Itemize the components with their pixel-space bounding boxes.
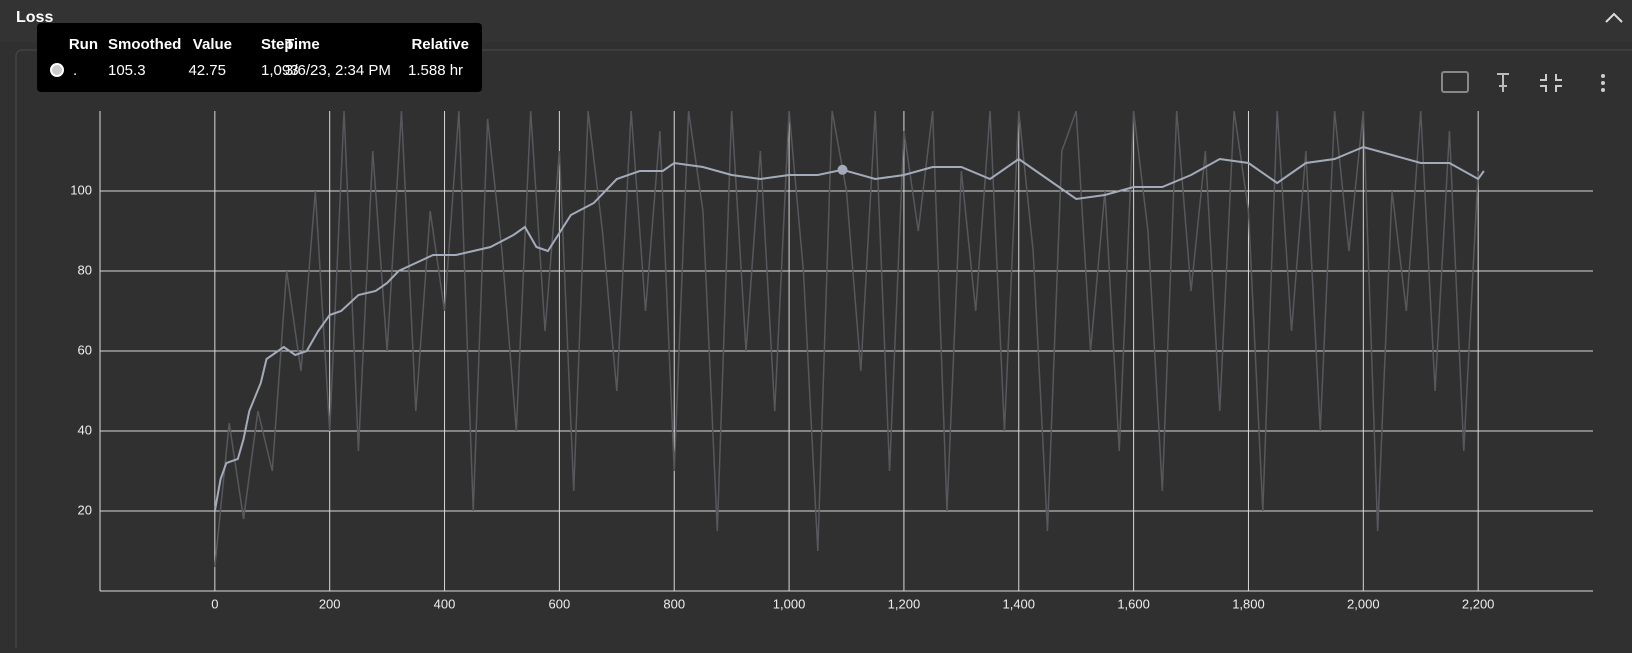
x-tick-label: 200 bbox=[319, 596, 341, 611]
x-tick-label: 2,000 bbox=[1347, 596, 1380, 611]
tooltip-cell: 42.75 bbox=[188, 62, 226, 79]
tooltip-cell: 3/6/23, 2:34 PM bbox=[285, 62, 391, 79]
tooltip-cell: 1,093 bbox=[261, 62, 299, 79]
tooltip-header: Value bbox=[193, 36, 232, 53]
x-tick-label: 1,800 bbox=[1232, 596, 1265, 611]
hover-point bbox=[837, 164, 848, 175]
tooltip-cell: . bbox=[73, 62, 77, 79]
x-tick-label: 1,600 bbox=[1117, 596, 1150, 611]
tooltip-header: Smoothed bbox=[108, 36, 181, 53]
y-tick-label: 40 bbox=[78, 422, 92, 437]
y-tick-label: 100 bbox=[70, 182, 92, 197]
series-line bbox=[213, 145, 1485, 512]
tooltip-box bbox=[37, 23, 482, 92]
y-tick-label: 20 bbox=[78, 502, 92, 517]
fit-icon[interactable] bbox=[1441, 71, 1469, 93]
y-tick-label: 80 bbox=[78, 262, 92, 277]
tooltip-header: Run bbox=[69, 36, 98, 53]
x-tick-label: 600 bbox=[549, 596, 571, 611]
x-tick-label: 400 bbox=[434, 596, 456, 611]
x-tick-label: 0 bbox=[211, 596, 218, 611]
tooltip-cell: 105.3 bbox=[108, 62, 146, 79]
collapse-icon[interactable] bbox=[1605, 12, 1623, 23]
x-tick-label: 1,200 bbox=[888, 596, 921, 611]
tooltip-cell: 1.588 hr bbox=[408, 62, 463, 79]
tooltip-header: Relative bbox=[411, 36, 469, 53]
tooltip-header: Time bbox=[285, 36, 320, 53]
run-swatch bbox=[50, 63, 64, 77]
plot bbox=[100, 111, 1593, 591]
more-icon[interactable] bbox=[1601, 74, 1605, 92]
x-tick-label: 1,400 bbox=[1002, 596, 1035, 611]
tooltip-header: Step bbox=[261, 36, 294, 53]
header-title: Loss bbox=[16, 9, 53, 26]
series-line bbox=[214, 111, 1479, 568]
x-tick-label: 1,000 bbox=[773, 596, 806, 611]
x-tick-label: 2,200 bbox=[1462, 596, 1495, 611]
x-tick-label: 800 bbox=[663, 596, 685, 611]
y-tick-label: 60 bbox=[78, 342, 92, 357]
pin-icon[interactable] bbox=[1497, 73, 1509, 92]
shrink-icon[interactable] bbox=[1540, 74, 1562, 92]
